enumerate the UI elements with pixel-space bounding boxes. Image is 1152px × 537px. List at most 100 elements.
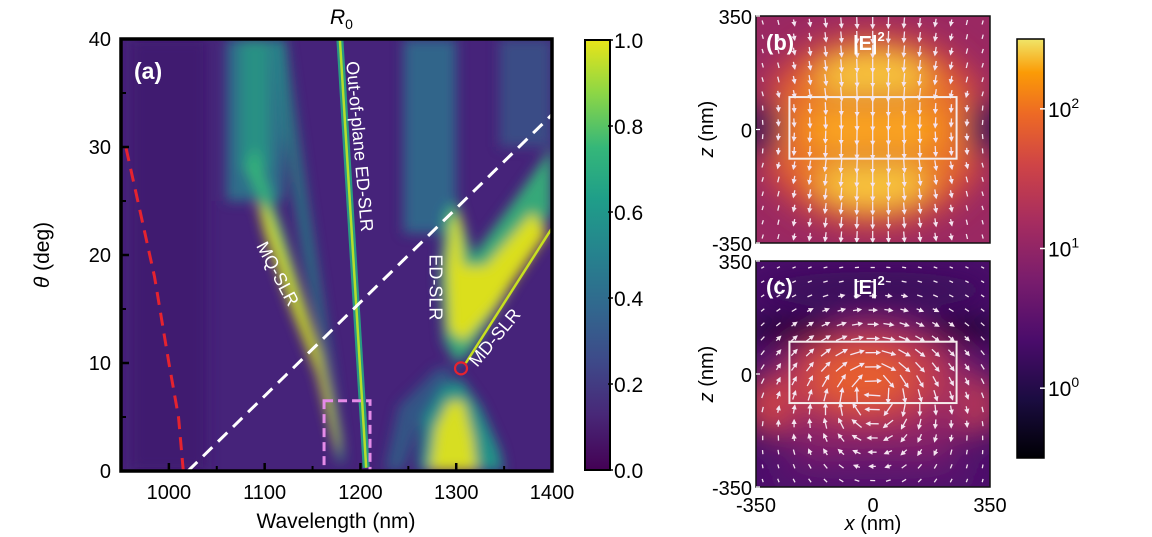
field-arrow [849,362,865,371]
band-ed-slr-core [446,211,548,342]
band-md-slr-edge [464,227,552,364]
y-tick-label: 10 [89,353,111,375]
field-arrow [899,322,910,327]
field-arrow [822,144,829,159]
colorbar-bc-ticks: 102 101 100 [1040,95,1079,401]
field-arrow [980,378,985,385]
field-arrow [948,233,954,241]
field-arrow [933,174,939,186]
field-arrow [933,189,939,200]
field-arrow [838,17,844,29]
field-arrow [777,19,780,26]
field-arrow [761,62,764,68]
field-arrow [852,402,862,416]
field-arrow [807,60,813,71]
field-arrow [932,307,940,313]
field-arrow [775,90,781,99]
field-arrow [981,478,984,483]
field-arrow [947,349,955,357]
field-arrow [851,321,864,327]
field-arrow [981,20,984,25]
field-arrow [902,388,908,404]
field-arrow [965,449,968,455]
field-arrow [900,307,909,313]
field-arrow [760,308,765,312]
field-arrow [933,463,938,469]
field-arrow [854,44,860,59]
field-arrow [885,479,891,482]
field-arrow [792,449,796,455]
field-arrow [807,75,813,86]
field-arrow [932,218,939,228]
field-arrow [791,294,797,298]
field-arrow [948,47,954,56]
field-arrow [761,392,765,399]
field-arrow [965,205,969,211]
field-arrow [882,374,895,388]
field-arrow [761,191,764,197]
field-arrow [901,280,907,283]
field-arrow [853,293,862,299]
field-arrow [981,105,984,111]
field-arrow [807,280,813,284]
x-axis-label-c: x (nm) [844,513,902,535]
y-tick-label: 0 [741,121,752,143]
title-superscript: 2 [878,29,885,44]
field-arrow [965,219,969,225]
field-arrow [838,173,844,188]
field-arrow [917,203,923,215]
field-arrow [854,157,860,174]
field-arrow [761,234,764,239]
field-arrow [933,449,939,457]
field-arrow [777,34,780,40]
field-arrow [932,32,939,42]
field-arrow [790,335,798,342]
field-arrow [917,74,923,87]
band-broad-left-core [240,39,270,169]
field-arrow [915,361,925,373]
x-tick-label: 1400 [530,482,575,504]
field-arrow [760,336,765,341]
field-arrow [791,404,797,414]
field-arrow [822,173,828,187]
field-arrow [980,322,985,327]
field-arrow [917,266,922,269]
field-arrow [932,103,939,115]
field-arrow [949,449,953,455]
field-arrows-c [760,266,985,483]
field-arrow [821,321,831,327]
field-arrow [917,232,923,243]
field-arrow [806,375,814,387]
field-arrow [791,433,797,442]
field-arrow [805,361,814,372]
field-arrow [836,321,847,327]
field-arrow [917,433,923,443]
field-arrow [792,280,797,284]
field-arrow [981,205,984,211]
field-arrow [964,322,970,327]
band-right-edge [499,39,552,147]
title-main: |E| [853,277,878,299]
band-inner-branch [274,39,345,466]
field-arrow [885,201,892,216]
field-arrow [933,404,939,416]
field-arrow [948,405,954,415]
field-arrow [791,75,797,85]
field-arrow [805,348,815,357]
field-arrow [933,434,939,443]
field-arrow [948,362,955,372]
y-label-symbol: θ [31,276,54,288]
field-arrow [807,218,813,228]
field-arrow [761,77,764,82]
field-arrow [933,203,939,214]
field-arrow [760,378,765,384]
field-arrow [854,30,860,44]
field-arrow [792,478,796,483]
field-arrow [851,374,863,388]
field-arrow [917,389,923,403]
field-arrow [901,464,907,469]
field-arrow [901,87,907,102]
field-arrow [981,176,984,182]
field-arrow [791,321,798,327]
field-arrow [807,131,813,143]
